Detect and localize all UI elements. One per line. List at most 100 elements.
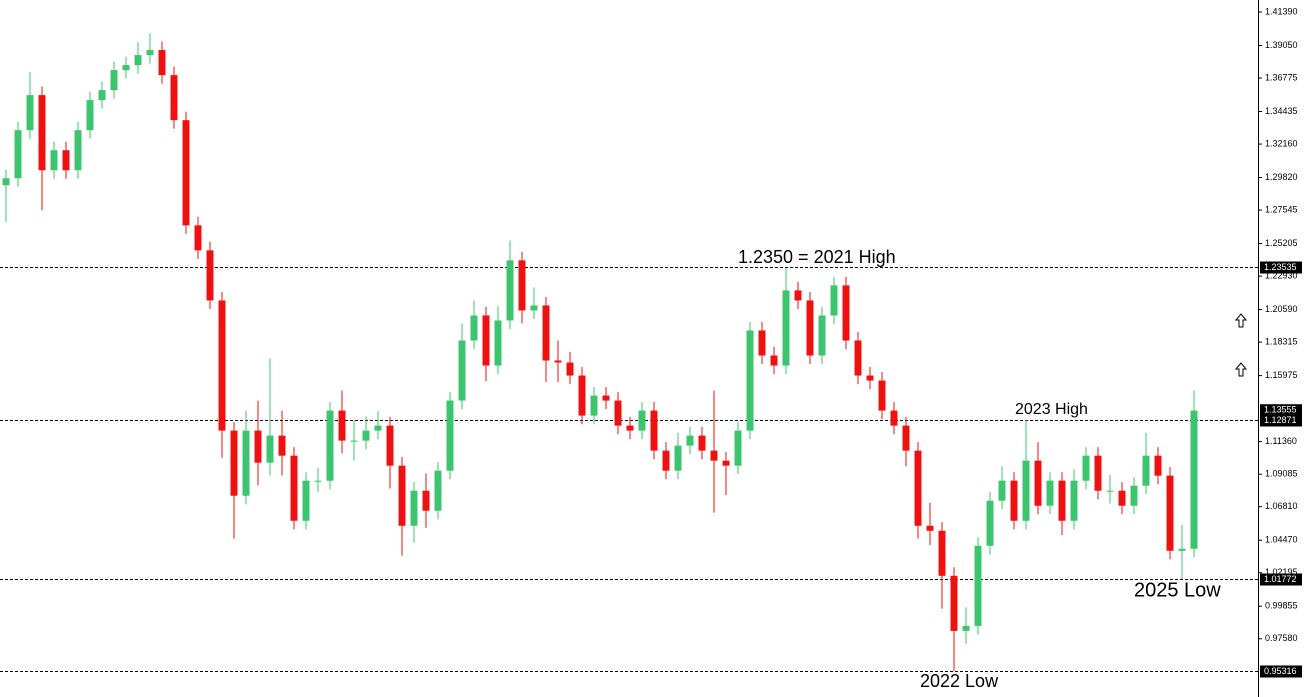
candle-body [638,410,646,431]
candle-body [1034,460,1042,506]
candle-body [410,490,418,526]
candle-body [614,400,622,426]
level-label: 1.12871 [1264,415,1297,425]
y-tick-label: 1.18315 [1265,337,1298,347]
candle-body [206,250,214,301]
y-tick-label: 1.34435 [1265,106,1298,116]
candle-body [14,130,22,179]
y-tick-label: 1.27545 [1265,204,1298,214]
candle-body [494,320,502,366]
arrow-icon [1234,313,1248,377]
candle-body [482,315,490,366]
candle-body [590,395,598,416]
candle-body [242,430,250,496]
candle-body [470,315,478,341]
candle-body [1178,548,1186,551]
candle-body [662,450,670,471]
y-tick-label: 1.41390 [1265,6,1298,16]
candle-body [746,330,754,431]
candle-body [998,480,1006,501]
candle-body [134,55,142,66]
candle-body [902,425,910,451]
annotation: 2025 Low [1134,579,1221,601]
candle-body [602,395,610,401]
y-tick-label: 1.09085 [1265,469,1298,479]
y-tick-label: 1.36775 [1265,72,1298,82]
candle-body [266,435,274,463]
price-label: 1.13555 [1264,405,1297,415]
candle-body [986,500,994,546]
candle-body [854,340,862,376]
candle-body [578,375,586,416]
candle-body [722,460,730,466]
y-tick-label: 1.15975 [1265,370,1298,380]
price-box [1260,404,1302,417]
y-tick-label: 0.97580 [1265,633,1298,643]
y-tick-label: 1.20590 [1265,304,1298,314]
candle-body [2,178,10,186]
candle-body [650,410,658,451]
candle-body [326,410,334,481]
candle-body [1058,480,1066,521]
candle-body [1106,490,1114,492]
candle-body [842,285,850,341]
candle-body [338,410,346,441]
candle-body [1070,480,1078,521]
candle-body [806,300,814,356]
candle-body [254,430,262,463]
candle-body [710,450,718,461]
candle-body [518,260,526,311]
annotation: 2022 Low [920,671,999,691]
candle-body [830,285,838,316]
candle-body [1094,455,1102,491]
level-box [1260,414,1302,427]
candle-body [50,150,58,171]
y-tick-label: 1.02195 [1265,567,1298,577]
candle-body [314,480,322,482]
candle-body [950,575,958,631]
candle-body [122,65,130,71]
y-tick-label: 1.39050 [1265,40,1298,50]
candle-body [1142,455,1150,486]
candle-body [350,440,358,442]
candle-body [38,95,46,171]
candle-body [194,225,202,251]
candle-body [1082,455,1090,481]
candle-body [362,430,370,441]
candle-body [962,625,970,631]
candle-body [1166,475,1174,551]
candle-body [674,445,682,471]
candle-body [914,450,922,526]
candle-body [794,290,802,301]
candle-body [62,150,70,171]
candle-body [110,70,118,91]
level-label: 0.95316 [1264,666,1297,676]
level-label: 1.23535 [1264,262,1297,272]
y-tick-label: 1.11360 [1265,436,1297,446]
candle-body [890,410,898,426]
candle-body [926,525,934,531]
candle-body [1022,460,1030,521]
candle-body [974,545,982,626]
candle-body [98,90,106,101]
candle-body [566,362,574,376]
candle-body [290,455,298,521]
level-label: 1.01772 [1264,574,1297,584]
candle-body [1190,410,1198,549]
candle-body [422,490,430,511]
candle-body [74,130,82,171]
candle-body [866,375,874,381]
candle-body [218,300,226,431]
candle-body [1118,490,1126,506]
y-tick-label: 1.04470 [1265,535,1298,545]
annotation: 1.2350 = 2021 High [738,247,896,267]
candle-body [734,430,742,466]
y-tick-label: 1.22930 [1265,270,1298,280]
y-tick-label: 1.06810 [1265,501,1298,511]
y-tick-label: 1.32160 [1265,138,1298,148]
level-box [1260,261,1302,274]
candle-body [1010,480,1018,521]
y-tick-label: 1.25205 [1265,238,1298,248]
